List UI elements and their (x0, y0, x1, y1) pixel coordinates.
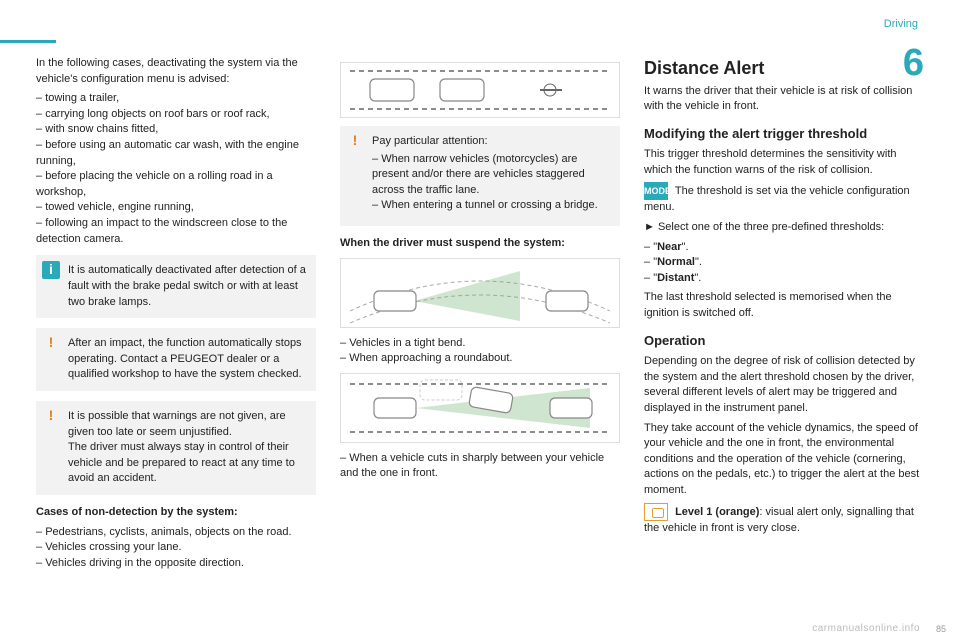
attention-box-text: Pay particular attention: When narrow ve… (372, 134, 610, 214)
operation-heading: Operation (644, 332, 924, 350)
list-item: before placing the vehicle on a rolling … (36, 169, 316, 200)
info-box: i It is automatically deactivated after … (36, 255, 316, 318)
list-item: "Near". (644, 240, 924, 256)
column-3: Distance Alert It warns the driver that … (644, 56, 924, 575)
distance-alert-lead: It warns the driver that their vehicle i… (644, 84, 924, 115)
mode-line: MODE The threshold is set via the vehicl… (644, 182, 924, 216)
list-item: Vehicles in a tight bend. (340, 336, 620, 352)
warning-icon: ! (42, 407, 60, 425)
list-item: Vehicles crossing your lane. (36, 540, 316, 556)
footer-url: carmanualsonline.info (812, 623, 920, 634)
header-section-label: Driving (884, 18, 918, 30)
header-rule (0, 40, 56, 43)
nondetect-heading: Cases of non-detection by the system: (36, 505, 316, 521)
select-lead: ► Select one of the three pre-defined th… (644, 220, 924, 236)
figure-tight-bend (340, 258, 620, 328)
suspend-list-1: Vehicles in a tight bend. When approachi… (340, 336, 620, 367)
distance-alert-title: Distance Alert (644, 56, 924, 82)
warning-box-2-line1: It is possible that warnings are not giv… (68, 410, 286, 438)
info-icon: i (42, 261, 60, 279)
memorised-text: The last threshold selected is memorised… (644, 290, 924, 321)
col1-cases-list: towing a trailer, carrying long objects … (36, 91, 316, 247)
figure-motorcycle-lane (340, 62, 620, 118)
manual-page: Driving 6 In the following cases, deacti… (0, 0, 960, 640)
suspend-list-2: When a vehicle cuts in sharply between y… (340, 451, 620, 482)
nondetect-list: Pedestrians, cyclists, animals, objects … (36, 525, 316, 572)
warning-box-1: ! After an impact, the function automati… (36, 328, 316, 391)
warning-box-1-text: After an impact, the function automatica… (68, 336, 306, 383)
threshold-distant: Distant (657, 272, 694, 284)
warning-lamp-icon (644, 503, 668, 521)
mode-text: The threshold is set via the vehicle con… (644, 185, 910, 213)
list-item: towing a trailer, (36, 91, 316, 107)
warning-box-2: ! It is possible that warnings are not g… (36, 401, 316, 495)
modify-heading: Modifying the alert trigger threshold (644, 125, 924, 143)
list-item: "Distant". (644, 271, 924, 287)
mode-icon: MODE (644, 182, 668, 200)
list-item: carrying long objects on roof bars or ro… (36, 107, 316, 123)
list-item: before using an automatic car wash, with… (36, 138, 316, 169)
info-box-text: It is automatically deactivated after de… (68, 263, 306, 310)
content-columns: In the following cases, deactivating the… (36, 56, 924, 575)
list-item: When narrow vehicles (motorcycles) are p… (372, 152, 610, 199)
warning-box-2-line2: The driver must always stay in control o… (68, 441, 295, 484)
warning-icon: ! (42, 334, 60, 352)
figure-cut-in (340, 373, 620, 443)
select-lead-text: Select one of the three pre-defined thre… (658, 221, 884, 233)
diagram-svg (350, 65, 610, 115)
thresholds-list: "Near". "Normal". "Distant". (644, 240, 924, 287)
diagram-svg (350, 261, 610, 325)
list-item: following an impact to the windscreen cl… (36, 216, 316, 247)
column-1: In the following cases, deactivating the… (36, 56, 316, 575)
diagram-svg (350, 376, 610, 440)
attention-list: When narrow vehicles (motorcycles) are p… (372, 152, 610, 214)
operation-p2: They take account of the vehicle dynamic… (644, 421, 924, 499)
threshold-near: Near (657, 241, 681, 253)
chapter-number: 6 (903, 44, 924, 82)
threshold-normal: Normal (657, 256, 695, 268)
level1-label: Level 1 (orange) (675, 506, 759, 518)
warning-box-2-text: It is possible that warnings are not giv… (68, 409, 306, 487)
attention-box: ! Pay particular attention: When narrow … (340, 126, 620, 226)
list-item: with snow chains fitted, (36, 122, 316, 138)
attention-heading: Pay particular attention: (372, 135, 488, 147)
modify-p1: This trigger threshold determines the se… (644, 147, 924, 178)
list-item: When approaching a roundabout. (340, 351, 620, 367)
page-number: 85 (936, 624, 946, 634)
list-item: When a vehicle cuts in sharply between y… (340, 451, 620, 482)
suspend-heading: When the driver must suspend the system: (340, 236, 620, 252)
level1-line: Level 1 (orange): visual alert only, sig… (644, 503, 924, 537)
operation-p1: Depending on the degree of risk of colli… (644, 354, 924, 416)
list-item: towed vehicle, engine running, (36, 200, 316, 216)
list-item: Pedestrians, cyclists, animals, objects … (36, 525, 316, 541)
list-item: When entering a tunnel or crossing a bri… (372, 198, 610, 214)
list-item: "Normal". (644, 255, 924, 271)
warning-icon: ! (346, 132, 364, 150)
column-2: ! Pay particular attention: When narrow … (340, 56, 620, 575)
col1-intro: In the following cases, deactivating the… (36, 56, 316, 87)
list-item: Vehicles driving in the opposite directi… (36, 556, 316, 572)
